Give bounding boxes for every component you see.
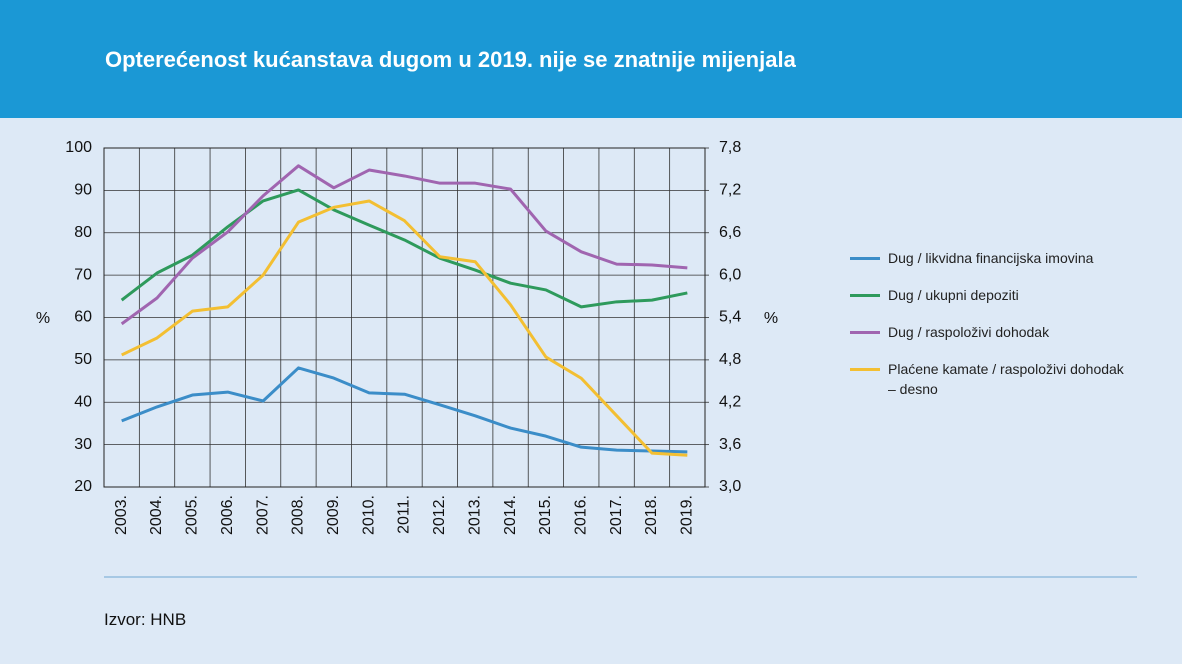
y2-tick-label: 7,2 (719, 182, 741, 199)
y-tick-label: 40 (74, 393, 92, 410)
x-tick-label: 2018. (643, 495, 660, 535)
x-tick-label: 2012. (431, 495, 448, 535)
x-tick-label: 2009. (325, 495, 342, 535)
x-tick-label: 2014. (502, 495, 519, 535)
y-axis-label: % (36, 310, 50, 327)
y2-tick-label: 6,6 (719, 224, 741, 241)
series-line (121, 366, 688, 454)
legend-item: Dug / likvidna financijska imovina (850, 248, 1150, 285)
y-tick-label: 60 (74, 309, 92, 326)
legend-swatch (850, 368, 880, 371)
y2-tick-label: 5,4 (719, 309, 741, 326)
y2-tick-label: 6,0 (719, 266, 741, 283)
series-line (120, 188, 688, 309)
y-tick-label: 70 (74, 266, 92, 283)
legend-label: Dug / ukupni depoziti (888, 287, 1019, 303)
x-tick-label: 2015. (537, 495, 554, 535)
legend-item: Dug / raspoloživi dohodak (850, 322, 1150, 359)
x-tick-label: 2013. (466, 495, 483, 535)
legend-item: Plaćene kamate / raspoloživi dohodak – d… (850, 359, 1150, 397)
x-tick-label: 2008. (290, 495, 307, 535)
y-tick-label: 20 (74, 478, 92, 495)
x-tick-label: 2019. (679, 495, 696, 535)
header: Opterećenost kućanstava dugom u 2019. ni… (0, 0, 1182, 118)
legend-label: Dug / raspoloživi dohodak (888, 324, 1050, 340)
plot-frame (103, 147, 706, 488)
y2-tick-label: 7,8 (719, 139, 741, 156)
x-tick-label: 2004. (148, 495, 165, 535)
legend-swatch (850, 294, 880, 297)
x-tick-label: 2005. (184, 495, 201, 535)
legend: Dug / likvidna financijska imovina Dug / … (850, 248, 1150, 397)
y-tick-label: 80 (74, 224, 92, 241)
source: Izvor: HNB (104, 610, 187, 629)
x-tick-label: 2010. (360, 495, 377, 535)
y2-tick-label: 4,8 (719, 351, 741, 368)
y-tick-label: 30 (74, 436, 92, 453)
y2-tick-label: 3,0 (719, 478, 741, 495)
chart-title: Opterećenost kućanstava dugom u 2019. ni… (105, 47, 796, 72)
legend-item: Dug / ukupni depoziti (850, 285, 1150, 322)
y-tick-label: 90 (74, 182, 92, 199)
series-line (121, 199, 688, 457)
legend-swatch (850, 331, 880, 334)
y-tick-label: 50 (74, 351, 92, 368)
y-tick-label: 100 (65, 139, 92, 156)
x-tick-label: 2011. (396, 495, 413, 534)
series-line (120, 164, 688, 326)
y2-tick-label: 3,6 (719, 436, 741, 453)
y2-tick-label: 4,2 (719, 393, 741, 410)
legend-label: Dug / likvidna financijska imovina (888, 250, 1094, 266)
x-tick-label: 2016. (572, 495, 589, 535)
x-tick-label: 2017. (608, 495, 625, 535)
legend-label: Plaćene kamate / raspoloživi dohodak – d… (888, 361, 1124, 397)
legend-swatch (850, 257, 880, 260)
y2-axis-label: % (764, 310, 778, 327)
x-tick-label: 2003. (113, 495, 130, 535)
x-tick-label: 2007. (254, 495, 271, 535)
x-tick-label: 2006. (219, 495, 236, 535)
